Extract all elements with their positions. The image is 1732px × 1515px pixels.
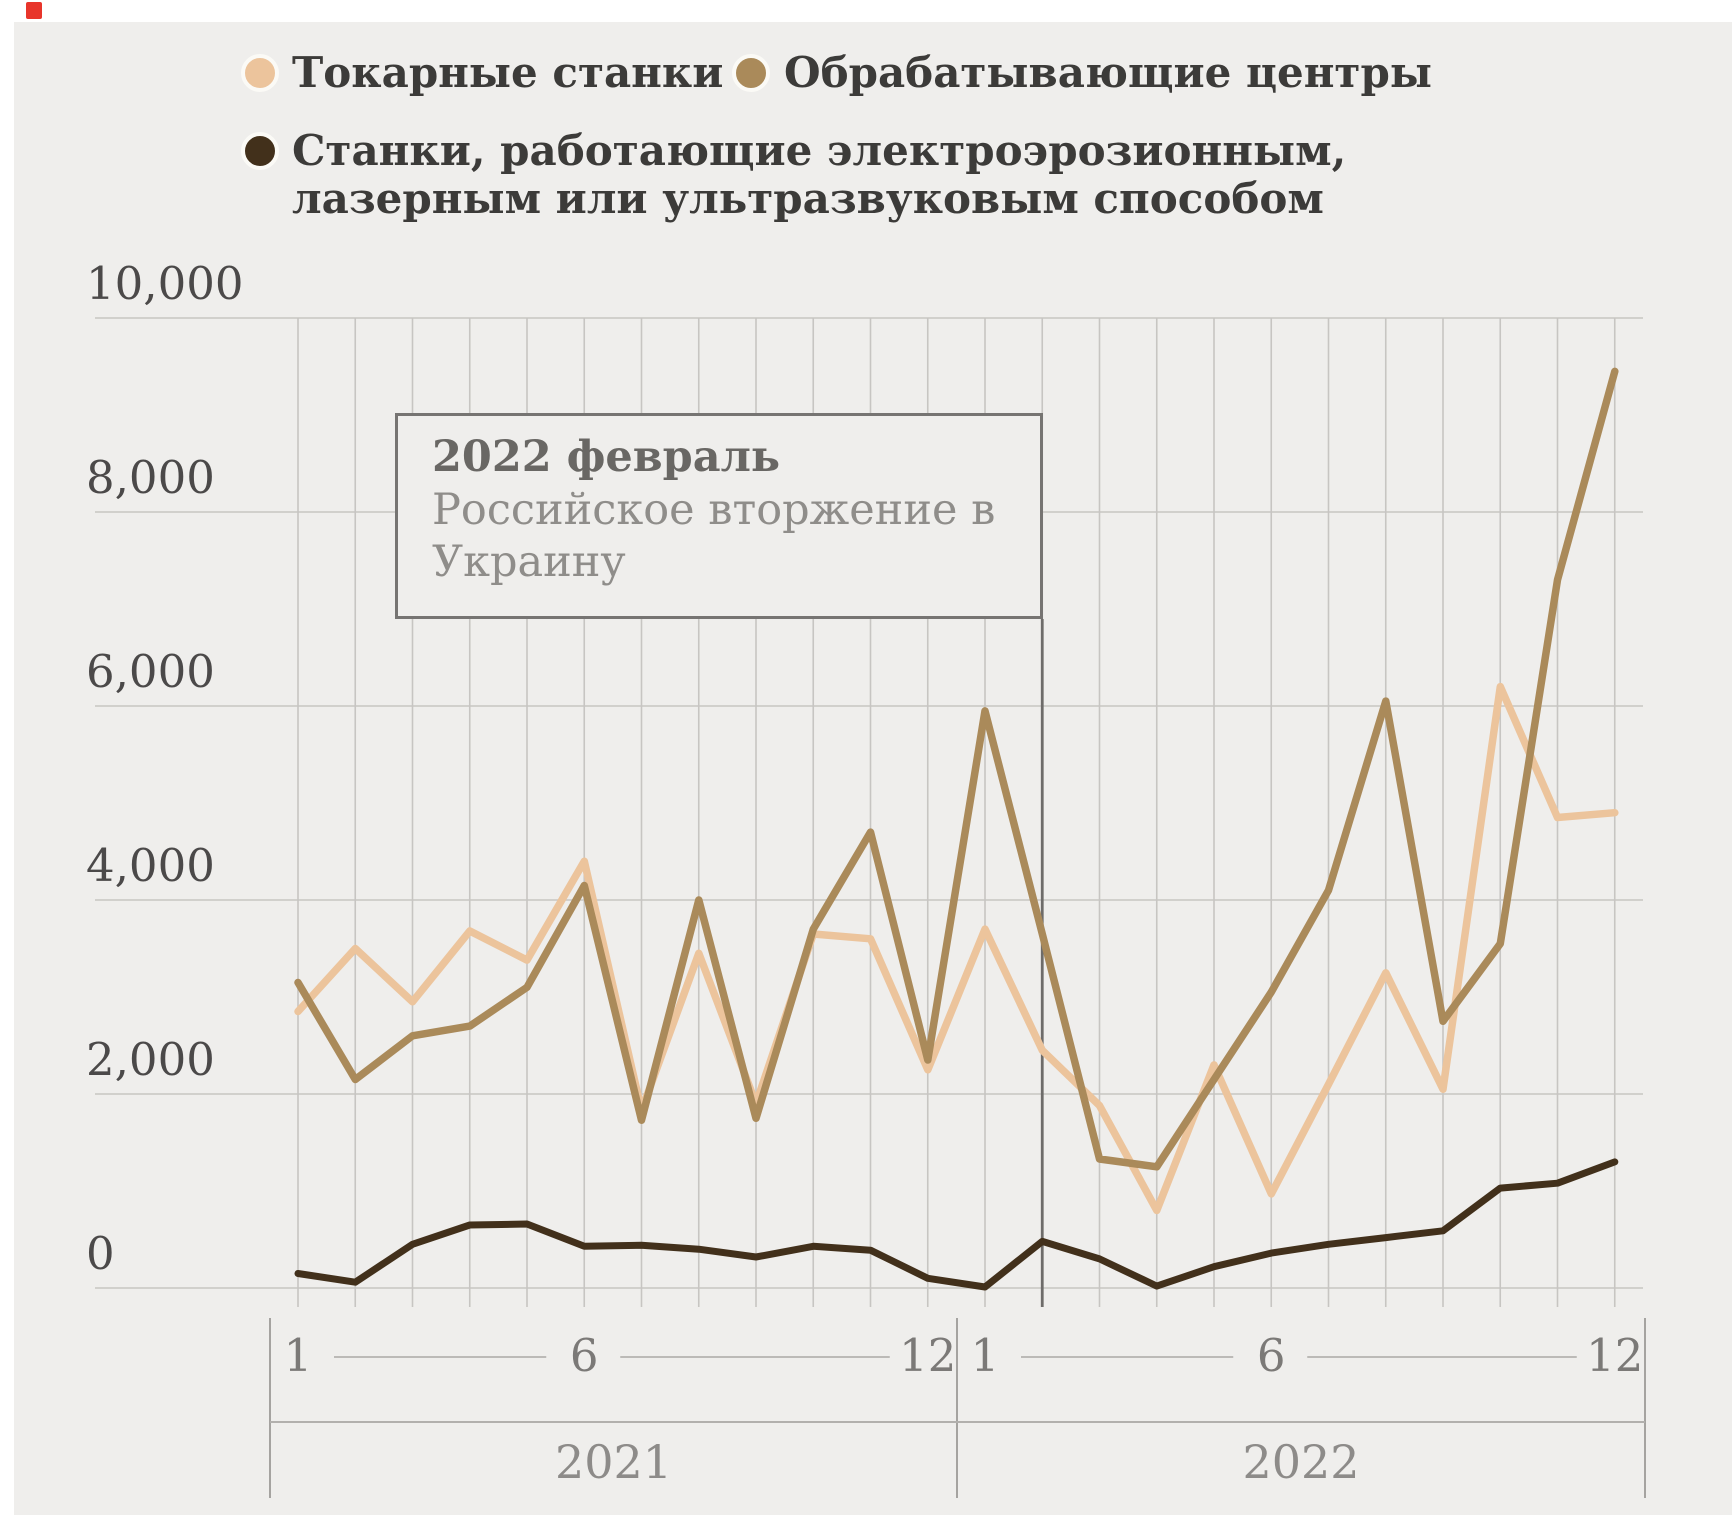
x-tick-label: 6 [569,1329,599,1382]
y-tick-label: 10,000 [86,257,244,310]
x-tick-label: 1 [970,1329,1000,1382]
annotation-body-line1: Российское вторжение в [432,485,996,535]
legend-label-edm-line2: лазерным или ультразвуковым способом [292,174,1324,223]
screenshot-artifact-red-icon [26,2,42,19]
legend-label-edm-line1: Станки, работающие электроэрозионным, [292,126,1347,175]
x-tick-label: 1 [283,1329,313,1382]
year-label: 2022 [1242,1435,1360,1489]
year-label: 2021 [554,1435,673,1489]
legend-dot-machining-centers-icon [732,54,770,92]
series-line-1 [294,367,1619,1171]
x-tick-label: 12 [1586,1329,1644,1382]
legend: Токарные станки Обрабатывающие центры Ст… [0,0,1732,240]
y-tick-label: 4,000 [86,839,215,892]
series-line-2 [294,1158,1619,1291]
x-tick-label: 12 [899,1329,957,1382]
legend-dot-edm-laser-ultrasonic-icon [241,132,279,170]
series-line-0 [294,682,1619,1215]
annotation-title: 2022 февраль [432,432,781,482]
chart-page [14,22,1732,1515]
y-tick-label: 8,000 [86,451,215,504]
y-tick-label: 0 [86,1227,115,1280]
legend-label-lathes: Токарные станки [292,48,724,97]
chart-canvas [95,317,1646,1498]
y-tick-label: 6,000 [86,645,215,698]
x-tick-label: 6 [1256,1329,1286,1382]
annotation-body-line2: Украину [432,537,626,587]
y-tick-label: 2,000 [86,1033,215,1086]
annotation-box: 2022 февраль Российское вторжение в Укра… [395,413,1043,619]
legend-label-machining-centers: Обрабатывающие центры [784,48,1432,97]
legend-dot-lathes-icon [241,54,279,92]
